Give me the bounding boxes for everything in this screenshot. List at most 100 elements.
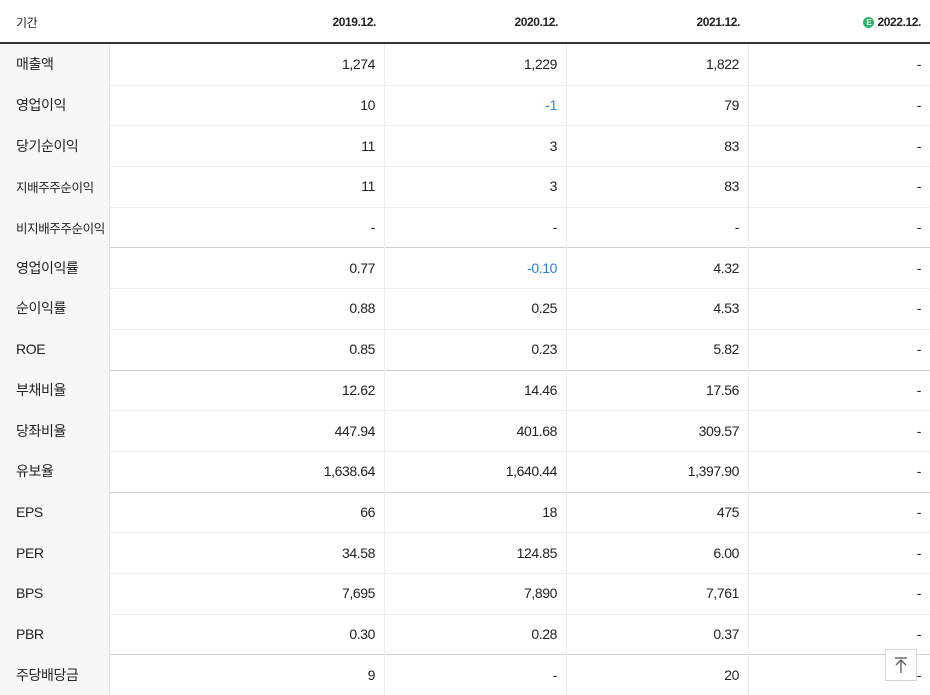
row-divider — [0, 491, 930, 493]
estimate-badge: E — [863, 16, 875, 28]
header-text: 2022.12. — [877, 15, 921, 29]
value-cell: - — [916, 219, 922, 236]
value-cell: 3 — [385, 125, 567, 167]
row-label: 영업이익률 — [0, 247, 110, 289]
value-cell: - — [916, 626, 922, 642]
value-cell: -1 — [385, 84, 567, 126]
value-cell: 1,229 — [385, 44, 567, 85]
value-cell: - — [916, 503, 922, 520]
row-divider — [0, 450, 930, 452]
value-cell: - — [916, 381, 922, 398]
value-cell: - — [385, 654, 567, 695]
row-divider — [0, 84, 930, 86]
value-cell: 5.82 — [567, 328, 749, 370]
value-cell: 1,397.90 — [567, 450, 749, 492]
value-cell: 0.30 — [110, 613, 385, 655]
value-cell: 0.23 — [385, 328, 567, 370]
value-cell: - — [916, 585, 922, 602]
value-cell: 34.58 — [110, 532, 385, 573]
value-cell: 79 — [567, 84, 749, 126]
value-cell: 309.57 — [567, 410, 749, 451]
value-cell: - — [110, 206, 385, 248]
value-cell: 17.56 — [567, 369, 749, 411]
row-divider — [0, 532, 930, 534]
value-cell: -0.10 — [385, 247, 567, 289]
value-cell: 66 — [110, 491, 385, 533]
row-divider — [0, 166, 930, 168]
row-label: PBR — [0, 613, 110, 655]
value-cell: 0.25 — [385, 288, 567, 329]
value-cell: 0.85 — [110, 328, 385, 370]
value-cell: - — [916, 544, 922, 561]
row-label: 영업이익 — [0, 84, 110, 126]
header-column: 2020.12. — [385, 0, 567, 44]
header-text: 2019.12. — [332, 15, 376, 29]
row-divider — [0, 247, 930, 249]
row-divider — [0, 654, 930, 656]
row-divider — [0, 125, 930, 127]
value-cell: 7,761 — [567, 572, 749, 614]
header-column: 2021.12. — [567, 0, 749, 44]
row-label: ROE — [0, 328, 110, 370]
header-label: 기간 — [16, 15, 38, 30]
value-cell: 0.37 — [567, 613, 749, 655]
row-label: 지배주주순이익 — [0, 166, 110, 207]
row-divider — [0, 369, 930, 371]
header-text: 2021.12. — [696, 15, 740, 29]
row-divider — [0, 288, 930, 290]
row-divider — [0, 410, 930, 412]
value-cell: 12.62 — [110, 369, 385, 411]
value-cell: - — [916, 422, 922, 439]
row-label: PER — [0, 532, 110, 573]
row-label: 부채비율 — [0, 369, 110, 411]
value-cell: 447.94 — [110, 410, 385, 451]
value-cell: - — [916, 259, 922, 276]
value-cell: - — [916, 666, 922, 683]
value-cell: 6.00 — [567, 532, 749, 573]
row-divider — [0, 328, 930, 330]
header-column: 2019.12. — [110, 0, 385, 44]
row-label: EPS — [0, 491, 110, 533]
row-label: BPS — [0, 572, 110, 614]
value-cell: 14.46 — [385, 369, 567, 411]
value-cell: 10 — [110, 84, 385, 126]
value-cell: 0.88 — [110, 288, 385, 329]
value-cell: 83 — [567, 166, 749, 207]
value-cell: 7,695 — [110, 572, 385, 614]
value-cell: - — [916, 178, 922, 195]
value-cell: 18 — [385, 491, 567, 533]
value-cell: 4.32 — [567, 247, 749, 289]
value-cell: 475 — [567, 491, 749, 533]
value-cell: 1,640.44 — [385, 450, 567, 492]
value-cell: - — [385, 206, 567, 248]
row-divider — [0, 572, 930, 574]
row-label: 당좌비율 — [0, 410, 110, 451]
value-cell: 401.68 — [385, 410, 567, 451]
value-cell: 1,274 — [110, 44, 385, 85]
value-cell: 4.53 — [567, 288, 749, 329]
row-label: 매출액 — [0, 44, 110, 85]
row-label: 유보율 — [0, 450, 110, 492]
row-label: 순이익률 — [0, 288, 110, 329]
value-cell: 7,890 — [385, 572, 567, 614]
value-cell: 124.85 — [385, 532, 567, 573]
scroll-top-button[interactable] — [885, 649, 917, 681]
value-cell: - — [916, 300, 922, 317]
value-cell: - — [567, 206, 749, 248]
value-cell: - — [916, 137, 922, 154]
value-cell: - — [916, 97, 922, 114]
value-cell: 11 — [110, 166, 385, 207]
row-label: 비지배주주순이익 — [0, 206, 110, 248]
header-text: 2020.12. — [514, 15, 558, 29]
row-label: 주당배당금 — [0, 654, 110, 695]
value-cell: 0.77 — [110, 247, 385, 289]
row-divider — [0, 613, 930, 615]
value-cell: 3 — [385, 166, 567, 207]
value-cell: 20 — [567, 654, 749, 695]
value-cell: - — [916, 341, 922, 358]
value-cell: 9 — [110, 654, 385, 695]
value-cell: - — [916, 463, 922, 480]
value-cell: 0.28 — [385, 613, 567, 655]
arrow-up-icon — [895, 657, 907, 673]
